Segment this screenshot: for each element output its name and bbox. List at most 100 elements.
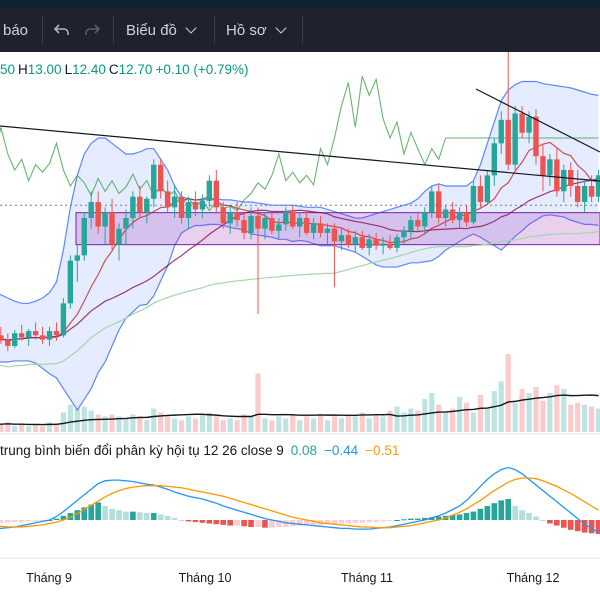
macd-histogram-bar bbox=[540, 520, 546, 521]
volume-bar bbox=[283, 418, 289, 432]
volume-bar bbox=[338, 418, 344, 432]
candle-body bbox=[227, 212, 233, 224]
macd-histogram-bar bbox=[60, 515, 67, 520]
volume-bar bbox=[547, 393, 553, 432]
macd-histogram-bar bbox=[18, 520, 25, 523]
macd-histogram-bar bbox=[262, 520, 268, 528]
volume-bar bbox=[130, 414, 136, 432]
macd-histogram-bar bbox=[345, 520, 352, 524]
candle-body bbox=[373, 239, 379, 246]
candle-body bbox=[60, 303, 67, 336]
chevron-down-icon bbox=[185, 22, 197, 34]
candle-body bbox=[317, 223, 324, 233]
macd-histogram-bar bbox=[415, 518, 421, 520]
volume-bar bbox=[331, 416, 338, 432]
volume-bar bbox=[199, 414, 205, 432]
candle-body bbox=[463, 212, 470, 223]
volume-bars bbox=[0, 354, 600, 432]
volume-bar bbox=[39, 426, 46, 432]
candle-body bbox=[484, 175, 491, 202]
candle-body bbox=[192, 202, 199, 210]
profile-menu-button[interactable]: Hồ sơ bbox=[226, 8, 287, 52]
candle-body bbox=[477, 186, 484, 202]
macd-histogram-bar bbox=[456, 514, 463, 520]
macd-histogram-bar bbox=[595, 520, 600, 534]
volume-bar bbox=[5, 422, 11, 432]
macd-histogram-bar bbox=[213, 520, 220, 525]
candle-body bbox=[19, 333, 25, 338]
volume-bar bbox=[366, 418, 372, 432]
candle-body bbox=[575, 186, 581, 202]
volume-bar bbox=[533, 387, 539, 432]
time-axis[interactable]: Tháng 9 Tháng 10 Tháng 11 Tháng 12 bbox=[26, 571, 559, 585]
volume-bar bbox=[422, 398, 428, 432]
toolbar-divider bbox=[113, 16, 114, 44]
candle-body bbox=[547, 159, 553, 176]
volume-bar bbox=[67, 404, 73, 432]
macd-histogram-bar bbox=[192, 520, 199, 523]
candle-body bbox=[290, 211, 296, 227]
volume-bar bbox=[575, 402, 581, 432]
volume-bar bbox=[456, 396, 463, 432]
candle-body bbox=[394, 237, 400, 248]
volume-bar bbox=[213, 416, 219, 432]
volume-bar bbox=[0, 424, 4, 432]
macd-histogram-bar bbox=[269, 520, 275, 528]
candle-body bbox=[262, 218, 268, 229]
undo-button[interactable] bbox=[52, 8, 72, 52]
macd-histogram-bar bbox=[588, 520, 595, 534]
toolbar-divider bbox=[302, 16, 303, 44]
macd-histogram-bar bbox=[547, 520, 553, 524]
candle-body bbox=[442, 209, 449, 218]
volume-bar bbox=[394, 406, 400, 432]
candle-body bbox=[171, 196, 178, 208]
volume-bar bbox=[477, 394, 483, 432]
macd-histogram-bar bbox=[581, 520, 588, 533]
macd-histogram-bar bbox=[449, 515, 456, 520]
chart-menu-button[interactable]: Biểu đồ bbox=[126, 8, 197, 52]
macd-histogram-bar bbox=[150, 513, 157, 520]
macd-histogram-bar bbox=[283, 520, 289, 527]
trend-line bbox=[475, 88, 600, 153]
candle-body bbox=[95, 202, 101, 227]
macd-histogram-bar bbox=[234, 520, 240, 526]
profile-menu-label: Hồ sơ bbox=[226, 21, 267, 39]
trend-lines bbox=[0, 88, 600, 182]
macd-histogram-bar bbox=[185, 520, 192, 522]
candle-body bbox=[255, 215, 261, 229]
macd-histogram-bar bbox=[519, 510, 525, 520]
macd-histogram-bar bbox=[53, 518, 60, 520]
open-value: 50 bbox=[0, 62, 16, 77]
redo-button[interactable] bbox=[82, 8, 102, 52]
macd-histogram-bar bbox=[331, 520, 338, 525]
alert-button[interactable]: báo bbox=[3, 8, 28, 52]
candle-body bbox=[164, 191, 171, 208]
macd-histogram-bar bbox=[533, 516, 539, 520]
volume-bar bbox=[463, 402, 470, 432]
macd-histogram-bar bbox=[25, 520, 32, 522]
candle-body bbox=[88, 202, 94, 218]
macd-histogram-bar bbox=[88, 504, 94, 520]
candle-body bbox=[415, 220, 421, 227]
macd-histogram-bar bbox=[498, 500, 505, 520]
top-toolbar: báo Biểu đồ Hồ sơ bbox=[0, 8, 600, 52]
candle-body bbox=[213, 180, 219, 208]
volume-bar bbox=[317, 414, 324, 432]
candle-body bbox=[5, 340, 11, 346]
candle-body bbox=[74, 255, 80, 261]
macd-legend: trung bình biến đổi phân kỳ hội tụ 12 26… bbox=[0, 443, 399, 458]
macd-histogram-bar bbox=[470, 511, 477, 520]
macd-histogram-bar bbox=[220, 520, 227, 525]
candle-body bbox=[12, 333, 18, 346]
bollinger-upper bbox=[0, 80, 599, 304]
price-chart[interactable]: Tháng 9 Tháng 10 Tháng 11 Tháng 12 bbox=[0, 52, 600, 600]
candle-body bbox=[46, 331, 53, 340]
macd-histogram-bar bbox=[484, 506, 491, 520]
volume-bar bbox=[102, 416, 108, 432]
macd-histogram-bar bbox=[408, 518, 414, 520]
candle-body bbox=[505, 119, 511, 165]
macd-histogram-bar bbox=[505, 499, 511, 520]
volume-bar bbox=[568, 404, 574, 432]
macd-histogram-bar bbox=[227, 520, 233, 526]
volume-bar bbox=[123, 418, 129, 432]
